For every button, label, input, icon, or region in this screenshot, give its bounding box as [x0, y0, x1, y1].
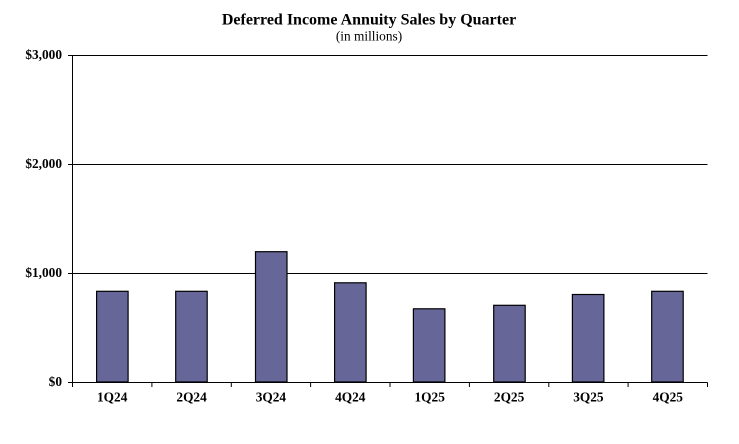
svg-text:Deferred Income Annuity Sales: Deferred Income Annuity Sales by Quarter	[222, 12, 516, 29]
svg-text:$1,000: $1,000	[25, 265, 62, 280]
svg-text:$3,000: $3,000	[25, 47, 62, 62]
svg-text:(in millions): (in millions)	[336, 28, 402, 43]
svg-text:$0: $0	[49, 374, 63, 389]
svg-text:4Q25: 4Q25	[653, 390, 684, 405]
svg-text:1Q24: 1Q24	[97, 390, 128, 405]
svg-text:3Q25: 3Q25	[573, 390, 604, 405]
svg-text:2Q25: 2Q25	[494, 390, 525, 405]
svg-text:3Q24: 3Q24	[256, 390, 287, 405]
svg-text:1Q25: 1Q25	[415, 390, 446, 405]
svg-text:4Q24: 4Q24	[335, 390, 366, 405]
svg-text:2Q24: 2Q24	[176, 390, 207, 405]
svg-text:$2,000: $2,000	[25, 156, 62, 171]
